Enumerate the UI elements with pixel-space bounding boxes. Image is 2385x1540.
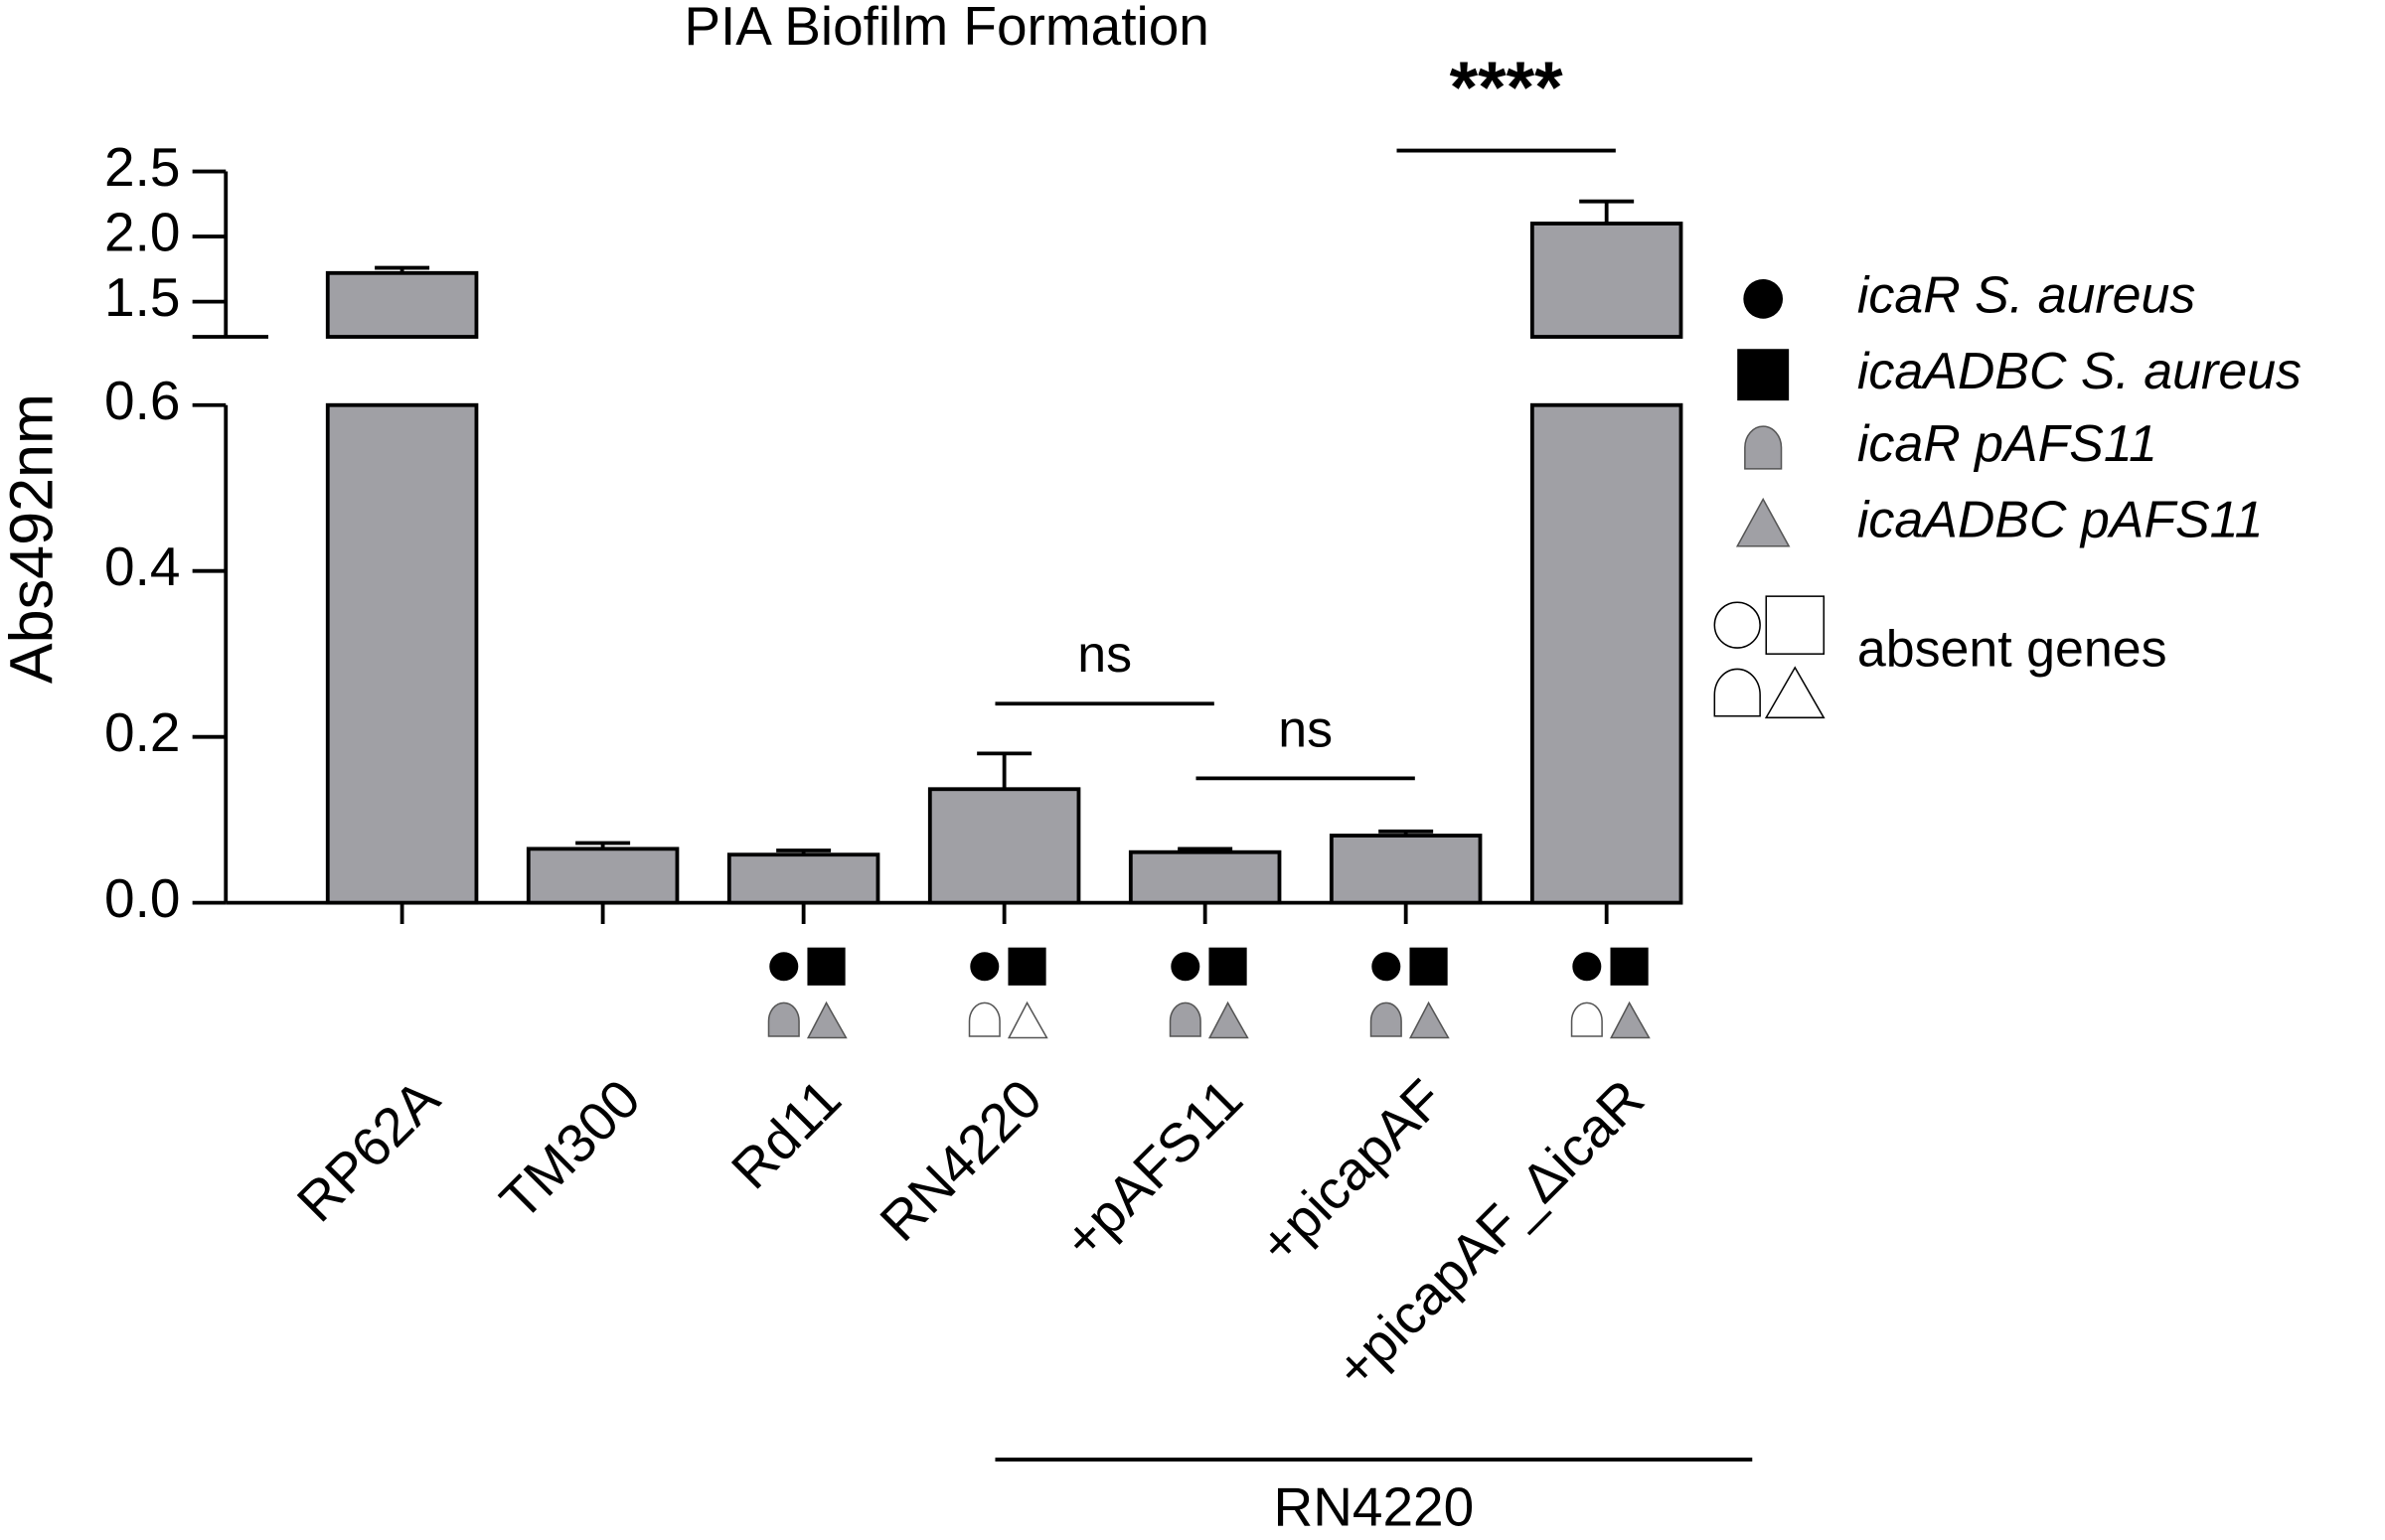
bar	[1529, 222, 1683, 339]
y-tick-label: 0.6	[104, 370, 180, 431]
y-tick-label: 0.0	[104, 867, 180, 929]
y-tick-label: 1.5	[104, 266, 180, 328]
legend-absent	[1713, 668, 1761, 717]
legend-label: icaR S. aureus	[1857, 267, 2195, 325]
y-tick-label: 0.4	[104, 536, 180, 597]
bar	[325, 270, 479, 339]
legend-absent	[1713, 601, 1761, 649]
gene-square	[1008, 947, 1046, 986]
gene-dome	[1570, 1001, 1603, 1037]
gene-dome	[1369, 1001, 1402, 1037]
group-label: RN4220	[1274, 1476, 1475, 1538]
bar	[726, 852, 880, 905]
legend-circle	[1743, 278, 1784, 319]
y-tick-label: 0.2	[104, 701, 180, 763]
error-bar	[1178, 847, 1233, 852]
x-tick-label: RP62A	[285, 1067, 451, 1233]
x-tick-label: RN4220	[868, 1067, 1052, 1252]
gene-square	[807, 947, 846, 986]
legend-label: absent genes	[1857, 620, 2167, 678]
gene-triangle	[1408, 1001, 1450, 1039]
x-tick-label: +pAFS11	[1051, 1067, 1254, 1270]
error-bar	[776, 848, 832, 855]
gene-triangle	[806, 1001, 848, 1039]
legend-absent	[1764, 666, 1826, 719]
gene-square	[1409, 947, 1448, 986]
gene-circle	[769, 952, 799, 982]
bar	[526, 847, 680, 905]
gene-square	[1208, 947, 1247, 986]
error-bar	[1579, 199, 1635, 224]
gene-dome	[767, 1001, 800, 1037]
error-bar	[375, 265, 430, 273]
gene-triangle	[1610, 1001, 1651, 1039]
bar	[325, 402, 479, 905]
gene-circle	[1371, 952, 1401, 982]
gene-triangle	[1007, 1001, 1048, 1039]
significance-label: ****	[1450, 47, 1564, 128]
legend-dome	[1744, 425, 1783, 470]
legend-label: icaADBC S. aureus	[1857, 343, 2302, 400]
chart-title: PIA Biofilm Formation	[684, 0, 1208, 57]
gene-triangle	[1207, 1001, 1249, 1039]
gene-dome	[1169, 1001, 1201, 1037]
y-axis-label: Abs492nm	[0, 393, 65, 684]
x-tick-label: TM300	[488, 1067, 652, 1231]
bar	[1529, 402, 1683, 905]
significance-label: ns	[1077, 626, 1132, 684]
bar	[1329, 834, 1483, 905]
gene-circle	[970, 952, 1000, 982]
gene-circle	[1572, 952, 1602, 982]
error-bar	[1378, 829, 1434, 837]
bar	[1128, 849, 1282, 905]
legend-triangle	[1735, 497, 1791, 547]
significance-label: ns	[1278, 700, 1333, 758]
error-bar	[977, 751, 1033, 790]
gene-circle	[1171, 952, 1200, 982]
legend-label: icaR pAFS11	[1857, 415, 2157, 473]
legend-label: icaADBC pAFS11	[1857, 492, 2264, 549]
bar	[927, 787, 1081, 905]
y-tick-label: 2.0	[104, 202, 180, 263]
gene-square	[1610, 947, 1649, 986]
x-tick-label: +picapAF	[1247, 1067, 1455, 1275]
legend-absent	[1765, 595, 1826, 655]
x-tick-label: Rd11	[719, 1067, 853, 1200]
legend-square	[1737, 349, 1790, 401]
gene-dome	[968, 1001, 1001, 1037]
error-bar	[575, 841, 631, 849]
y-tick-label: 2.5	[104, 136, 180, 198]
